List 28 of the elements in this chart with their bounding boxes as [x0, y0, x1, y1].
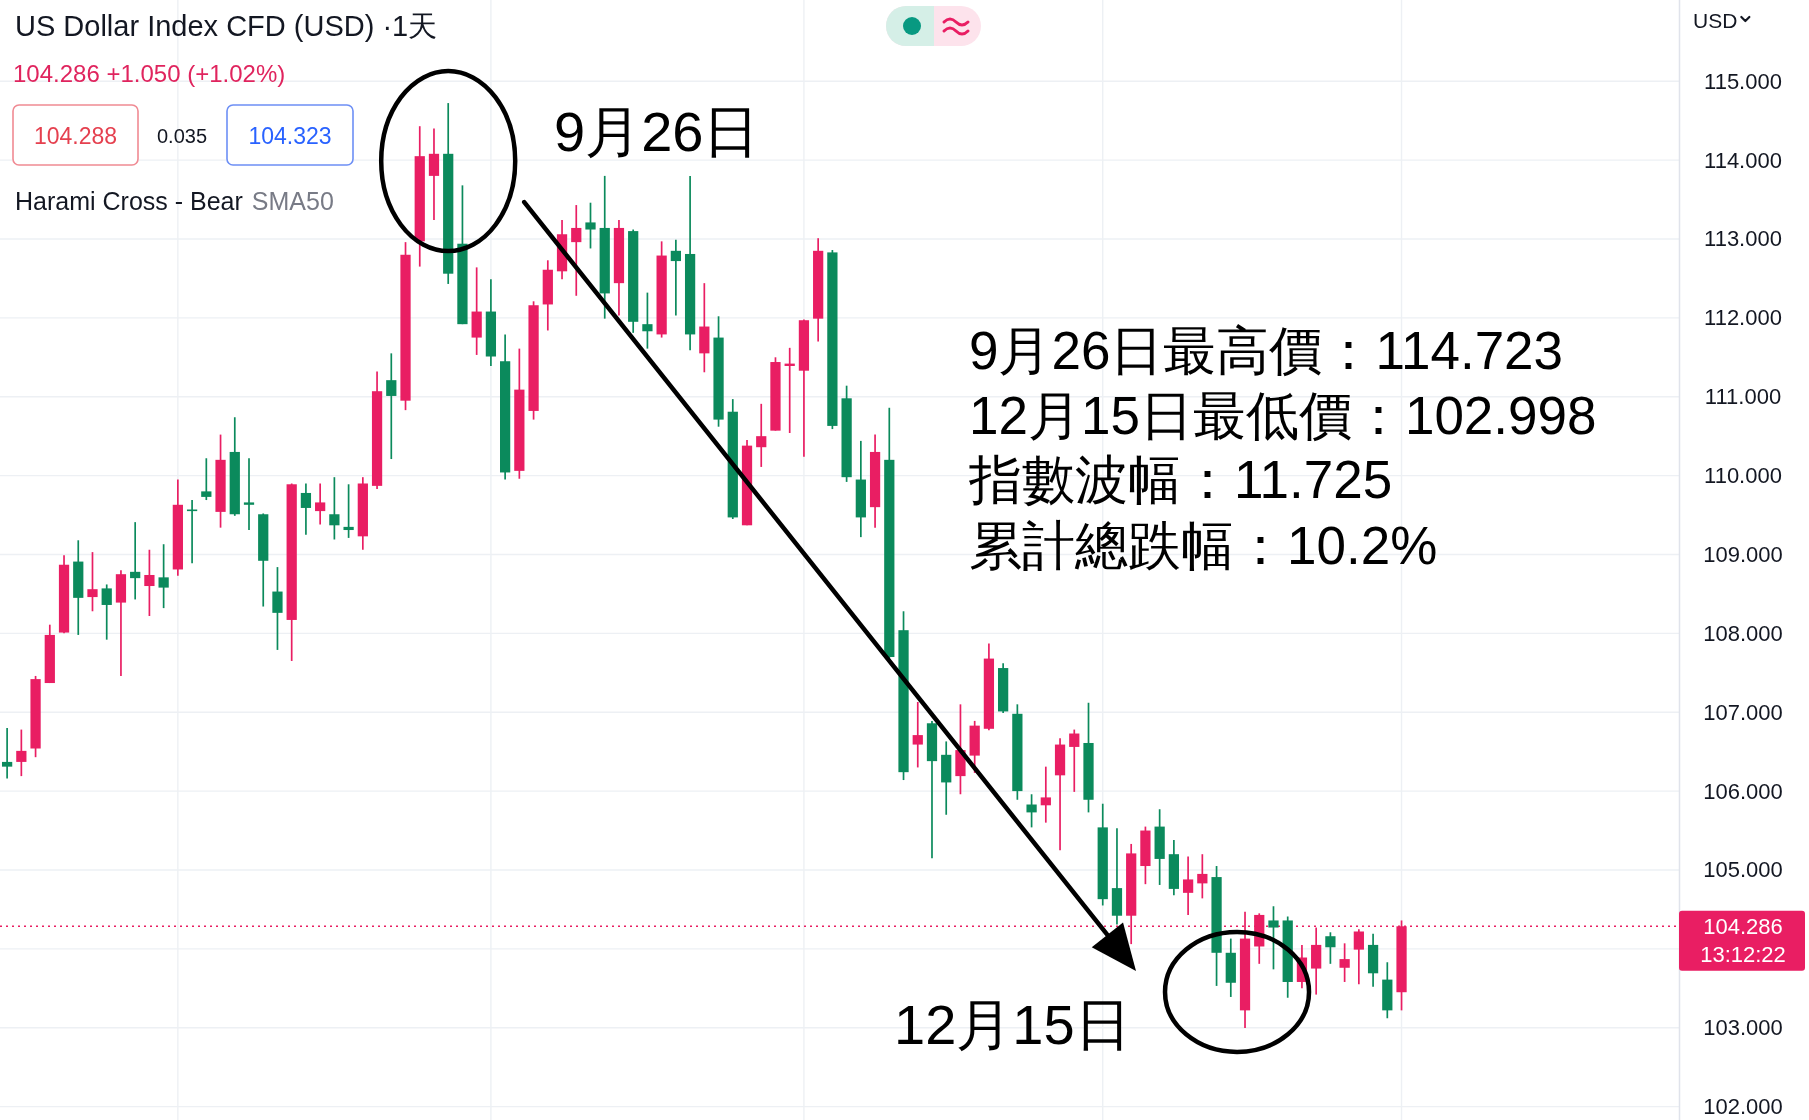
y-tick-label: 109.000 [1703, 541, 1783, 567]
annotation: 104.288 [33, 123, 118, 149]
annotation: 9月26日 [554, 99, 760, 163]
y-tick-label: 103.000 [1703, 1015, 1783, 1041]
y-tick-label: 110.000 [1704, 463, 1782, 489]
annotation: 指數波幅：11.725 [968, 449, 1393, 509]
y-tick-label: 106.000 [1703, 778, 1783, 804]
annotation: 9月26日最高價：114.723 [969, 320, 1564, 380]
annotation: 累計總跌幅：10.2% [969, 515, 1438, 575]
y-tick-label: 114.000 [1704, 147, 1782, 173]
y-tick-label: 108.000 [1703, 620, 1783, 646]
annotation: 104.323 [248, 123, 332, 149]
annotation: 12月15日最低價：102.998 [969, 385, 1597, 445]
annotation: SMA50 [251, 187, 334, 215]
y-tick-label: 113.000 [1704, 226, 1782, 252]
ref-line-label: 104.286 13:12:22 [1700, 913, 1786, 967]
y-tick-label: 115.000 [1704, 68, 1782, 94]
chart-title: US Dollar Index CFD (USD) ·1天 [15, 10, 438, 42]
y-axis-title: USD [1693, 8, 1738, 32]
annotation: 0.035 [156, 125, 208, 147]
y-tick-label: 102.000 [1703, 1094, 1783, 1120]
y-tick-label: 112.000 [1704, 305, 1782, 331]
annotation: 12月15日 [894, 992, 1131, 1056]
y-tick-label: 107.000 [1703, 699, 1783, 725]
text: 104.286 +1.050 (+1.02%) [13, 59, 286, 87]
y-tick-label: 111.000 [1704, 384, 1782, 410]
y-tick-label: 105.000 [1703, 857, 1783, 883]
annotation: Harami Cross - Bear [15, 187, 243, 215]
